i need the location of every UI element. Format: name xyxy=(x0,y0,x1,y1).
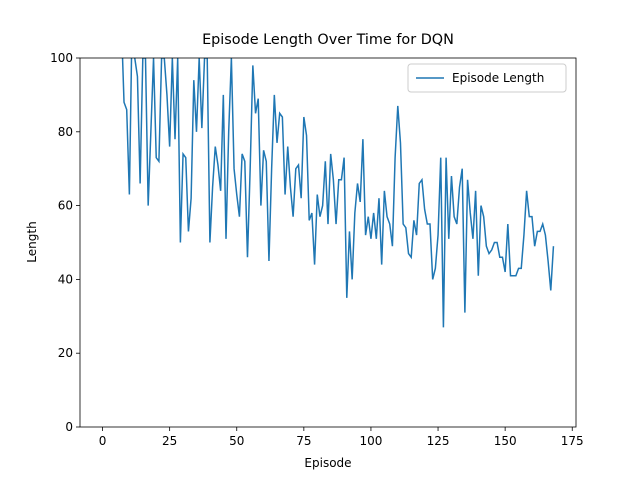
y-tick-label: 20 xyxy=(58,346,73,360)
chart-title: Episode Length Over Time for DQN xyxy=(202,32,454,48)
x-tick-label: 100 xyxy=(359,434,382,448)
x-tick-label: 25 xyxy=(162,434,177,448)
plot-area xyxy=(121,58,555,328)
x-tick-label: 50 xyxy=(229,434,244,448)
x-tick-label: 0 xyxy=(99,434,107,448)
x-tick-label: 125 xyxy=(427,434,450,448)
x-tick-label: 175 xyxy=(561,434,584,448)
line-series xyxy=(121,58,555,328)
x-tick-label: 75 xyxy=(296,434,311,448)
legend-box xyxy=(407,63,567,93)
y-tick-label: 40 xyxy=(58,272,73,286)
y-tick-label: 80 xyxy=(58,125,73,139)
y-tick-label: 0 xyxy=(65,420,73,434)
x-axis-label: Episode xyxy=(304,456,351,470)
x-tick-label: 150 xyxy=(494,434,517,448)
y-tick-label: 60 xyxy=(58,199,73,213)
axes-frame xyxy=(79,57,577,428)
legend-label: Episode Length xyxy=(452,71,544,85)
y-axis-label: Length xyxy=(25,221,39,262)
y-tick-label: 100 xyxy=(50,51,73,65)
